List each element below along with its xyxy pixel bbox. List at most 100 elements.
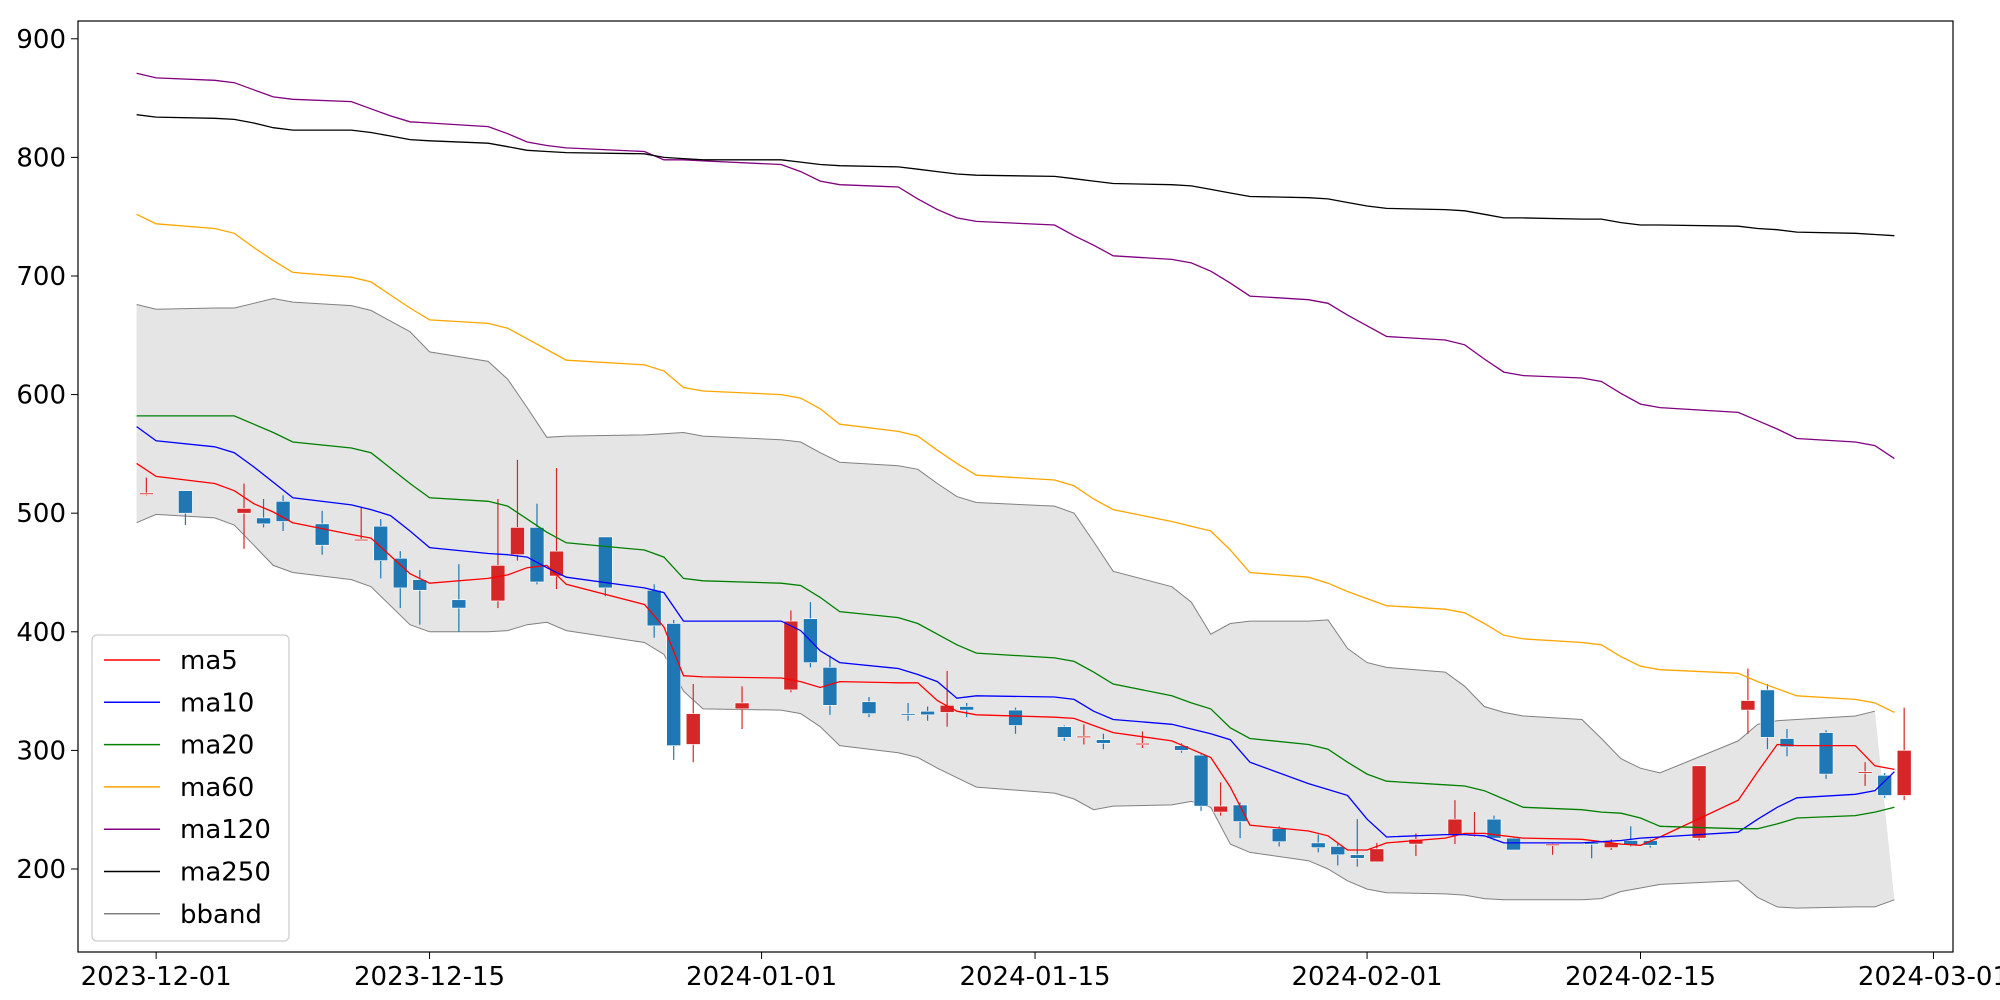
ma60-line	[136, 213, 1895, 713]
candle	[685, 683, 701, 763]
candle	[1232, 802, 1248, 839]
candle-body	[236, 508, 252, 514]
y-tick-label: 900	[16, 25, 66, 55]
candle	[900, 702, 916, 721]
candle-body	[549, 550, 564, 577]
candle-body	[685, 713, 701, 745]
candle-body	[373, 525, 389, 561]
candle-body	[598, 536, 613, 589]
y-tick-label: 300	[16, 736, 66, 766]
bollinger-band	[136, 297, 1895, 909]
candle-body	[1174, 745, 1189, 751]
candle	[275, 495, 291, 531]
candle	[1271, 826, 1287, 847]
candle-body	[490, 565, 506, 602]
x-tick-label: 2024-01-15	[959, 962, 1110, 992]
candle	[412, 570, 428, 625]
candle-body	[139, 492, 154, 495]
legend-label: ma10	[180, 688, 254, 718]
candle	[392, 551, 408, 609]
candle	[236, 483, 252, 549]
candle	[451, 564, 467, 632]
legend-label: bband	[180, 900, 262, 930]
candle	[1818, 730, 1834, 779]
candle	[1545, 842, 1560, 855]
legend-item-ma250: ma250	[104, 858, 271, 888]
x-tick-label: 2024-02-15	[1565, 962, 1716, 992]
ma120-line	[136, 72, 1895, 460]
x-tick-label: 2024-03-01	[1858, 962, 2000, 992]
candle-body	[1008, 709, 1023, 726]
candle-body	[734, 702, 750, 710]
candle	[1057, 725, 1072, 741]
candle	[1096, 733, 1111, 750]
y-tick-label: 400	[16, 618, 66, 648]
candle-body	[1506, 837, 1521, 851]
candle-body	[1857, 771, 1873, 774]
candle	[666, 619, 682, 760]
candle-body	[178, 490, 193, 514]
legend-label: ma5	[180, 646, 238, 676]
candle-body	[1076, 735, 1092, 738]
candle	[510, 459, 525, 561]
y-tick-label: 500	[16, 499, 66, 529]
candle-body	[353, 538, 369, 542]
candle	[1330, 842, 1346, 866]
candle-body	[1193, 754, 1209, 807]
candle-body	[392, 557, 408, 589]
legend-item-ma120: ma120	[104, 815, 271, 845]
candle-body	[861, 701, 877, 714]
y-tick-label: 800	[16, 143, 66, 173]
legend-box	[91, 634, 290, 942]
x-tick-label: 2024-01-01	[686, 962, 837, 992]
candle	[1857, 762, 1873, 786]
candle	[1008, 707, 1023, 734]
candle	[178, 490, 193, 526]
candle	[1349, 819, 1365, 867]
candle-body	[1369, 848, 1385, 863]
candle	[1193, 753, 1209, 811]
candle-body	[900, 713, 916, 716]
ma20-line	[136, 415, 1895, 830]
candle	[1076, 724, 1092, 745]
candle	[734, 686, 750, 730]
legend-item-ma10: ma10	[104, 688, 254, 718]
candle-body	[783, 620, 799, 691]
candle-body	[920, 710, 935, 716]
ma10-line	[136, 426, 1895, 844]
candle	[1760, 683, 1775, 750]
candle-body	[1310, 842, 1326, 848]
candle-body	[1740, 700, 1756, 711]
candle	[353, 507, 369, 542]
candle	[598, 536, 613, 597]
legend-item-ma60: ma60	[104, 773, 254, 803]
legend-item-ma5: ma5	[104, 646, 238, 676]
legend-label: ma120	[180, 815, 271, 845]
moving-average-lines	[136, 72, 1895, 851]
legend-item-bband: bband	[104, 900, 262, 930]
bband-lower-line	[136, 513, 1895, 909]
candle	[1740, 668, 1756, 734]
candle-body	[959, 706, 974, 711]
candle-body	[1447, 818, 1463, 837]
x-tick-label: 2023-12-15	[354, 962, 505, 992]
legend-label: ma20	[180, 731, 254, 761]
candle-body	[451, 599, 467, 609]
x-tick-label: 2023-12-01	[81, 962, 232, 992]
ma250-line	[136, 114, 1895, 237]
candle	[549, 468, 564, 590]
candle-body	[1271, 828, 1287, 843]
candle	[256, 498, 271, 528]
candle	[529, 503, 545, 585]
candle	[1486, 815, 1502, 841]
candle-body	[1545, 843, 1560, 846]
candle-body	[666, 623, 682, 746]
candle-body	[1896, 750, 1912, 796]
candle	[1877, 772, 1892, 798]
x-axis: 2023-12-01 2023-12-15 2024-01-01 2024-01-15…	[81, 952, 2000, 992]
bband-upper-line	[136, 297, 1876, 774]
candle	[1691, 765, 1707, 841]
candle-body	[1486, 818, 1502, 839]
candle-body	[529, 527, 545, 583]
plot-frame	[77, 20, 1954, 953]
